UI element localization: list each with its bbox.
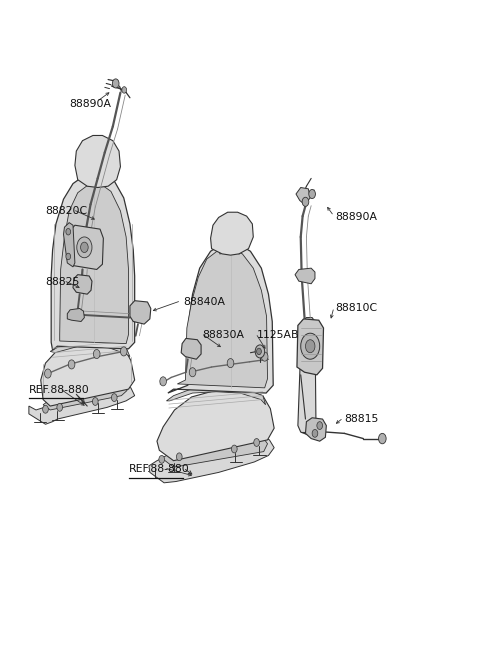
Text: REF.88-880: REF.88-880 <box>29 385 90 395</box>
Circle shape <box>68 360 75 369</box>
Polygon shape <box>167 386 265 405</box>
Circle shape <box>317 422 323 430</box>
Circle shape <box>112 79 119 88</box>
Polygon shape <box>162 438 267 467</box>
Polygon shape <box>296 188 310 205</box>
Text: 88810C: 88810C <box>335 304 377 314</box>
Text: 1125AB: 1125AB <box>257 329 299 340</box>
Polygon shape <box>50 341 130 357</box>
Text: 88890A: 88890A <box>335 213 377 222</box>
Polygon shape <box>211 213 253 255</box>
Circle shape <box>122 87 127 93</box>
Polygon shape <box>157 389 274 461</box>
Polygon shape <box>149 436 274 483</box>
Text: 88830A: 88830A <box>202 329 244 340</box>
Circle shape <box>261 352 268 361</box>
Polygon shape <box>130 300 151 324</box>
Polygon shape <box>181 338 201 359</box>
Text: 88815: 88815 <box>344 414 379 424</box>
Circle shape <box>43 405 48 413</box>
Circle shape <box>66 253 71 260</box>
Circle shape <box>94 350 100 359</box>
Text: 88825: 88825 <box>46 277 80 287</box>
Polygon shape <box>63 222 75 267</box>
Circle shape <box>57 403 62 411</box>
Circle shape <box>160 377 167 386</box>
Polygon shape <box>68 225 103 270</box>
Circle shape <box>93 398 98 405</box>
Circle shape <box>45 369 51 378</box>
Polygon shape <box>43 384 127 410</box>
Circle shape <box>111 394 117 401</box>
Circle shape <box>301 333 320 359</box>
Text: 88820C: 88820C <box>46 206 88 216</box>
Circle shape <box>227 359 234 367</box>
Circle shape <box>231 445 237 453</box>
Polygon shape <box>295 268 315 284</box>
Polygon shape <box>178 249 267 388</box>
Text: REF.88-880: REF.88-880 <box>129 464 189 474</box>
Polygon shape <box>297 319 324 375</box>
Circle shape <box>66 228 71 235</box>
Circle shape <box>254 439 260 446</box>
Polygon shape <box>298 318 316 435</box>
Polygon shape <box>29 385 135 424</box>
Circle shape <box>305 340 315 353</box>
Circle shape <box>177 453 182 461</box>
Circle shape <box>302 197 309 207</box>
Circle shape <box>120 347 127 356</box>
Circle shape <box>309 190 315 199</box>
Circle shape <box>379 434 386 443</box>
Circle shape <box>255 345 264 358</box>
Text: 88890A: 88890A <box>69 98 111 109</box>
Circle shape <box>81 242 88 253</box>
Polygon shape <box>73 275 92 294</box>
Polygon shape <box>168 243 273 393</box>
Polygon shape <box>60 184 129 344</box>
Circle shape <box>257 348 261 355</box>
Circle shape <box>159 455 165 463</box>
Circle shape <box>77 237 92 258</box>
Circle shape <box>312 430 318 438</box>
Polygon shape <box>51 173 135 350</box>
Text: 88840A: 88840A <box>183 297 225 307</box>
Polygon shape <box>305 418 326 441</box>
Polygon shape <box>75 136 120 188</box>
Polygon shape <box>67 308 84 321</box>
Circle shape <box>189 367 196 377</box>
Polygon shape <box>41 342 135 406</box>
